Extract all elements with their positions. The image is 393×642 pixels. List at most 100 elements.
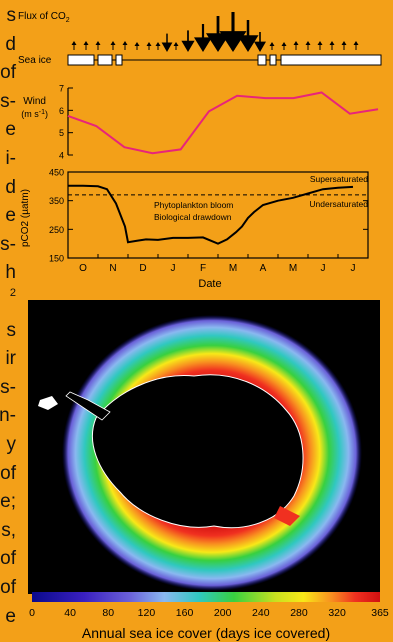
colorbar-tick-label: 0 bbox=[29, 607, 35, 619]
colorbar-label: Annual sea ice cover (days ice covered) bbox=[82, 625, 330, 641]
sea-ice-cover-map-panel: 0 40 80 120 160 200 240 280 320 365 Annual sea ic… bbox=[28, 300, 389, 641]
wind-axis-label-1: Wind bbox=[23, 96, 46, 107]
side-text-fragment: s bbox=[6, 5, 17, 26]
month-tick-label: N bbox=[109, 263, 116, 274]
colorbar-tick-label: 280 bbox=[290, 607, 308, 619]
side-text-fragment: d bbox=[5, 176, 16, 198]
sea-ice-block bbox=[115, 54, 123, 66]
pco2-tick-label: 150 bbox=[49, 254, 64, 264]
colorbar-tick-label: 160 bbox=[176, 607, 194, 619]
month-tick-label: D bbox=[139, 263, 146, 274]
flux-arrow bbox=[155, 42, 161, 50]
flux-arrow bbox=[305, 41, 311, 50]
bloom-label: Phytoplankton bloom bbox=[154, 200, 233, 210]
month-tick-label: M bbox=[229, 263, 237, 274]
side-text-column: s d of s-e i-d e s-h 2 s ir s-n-y of e; s, of of e bbox=[0, 0, 18, 642]
month-tick-label: M bbox=[289, 263, 297, 274]
flux-arrow bbox=[181, 30, 195, 52]
colorbar-tick-label: 120 bbox=[138, 607, 156, 619]
month-tick-label: J bbox=[321, 263, 326, 274]
date-axis-label: Date bbox=[198, 278, 221, 290]
colorbar-tick-label: 320 bbox=[328, 607, 346, 619]
sea-ice-block bbox=[67, 54, 95, 66]
flux-arrow bbox=[161, 33, 173, 52]
flux-arrow bbox=[173, 42, 179, 50]
side-text-fragment: e; bbox=[0, 491, 16, 513]
wind-tick-label: 5 bbox=[59, 128, 64, 138]
wind-tick-label: 4 bbox=[59, 151, 64, 161]
flux-arrow bbox=[110, 41, 116, 50]
flux-label: Flux of CO2 bbox=[18, 11, 70, 24]
sea-ice-label: Sea ice bbox=[18, 55, 52, 66]
side-text-fragment: s- bbox=[0, 90, 16, 112]
supersaturated-label: Supersaturated bbox=[310, 174, 368, 184]
pco2-axis-label: pCO2 (µatm) bbox=[20, 189, 31, 247]
flux-arrow bbox=[341, 41, 347, 50]
side-text-fragment: s- bbox=[0, 376, 16, 398]
pco2-tick-label: 450 bbox=[49, 168, 64, 178]
side-text-fragment: i- bbox=[5, 148, 16, 169]
side-text-fragment: s- bbox=[0, 233, 16, 255]
antarctica-landmass bbox=[92, 374, 304, 529]
flux-arrow bbox=[95, 41, 101, 50]
pco2-tick-label: 250 bbox=[49, 225, 64, 235]
flux-arrow bbox=[317, 41, 323, 50]
colorbar-tick-label: 40 bbox=[64, 607, 76, 619]
flux-arrow bbox=[146, 42, 152, 50]
side-text-fragment: of bbox=[0, 62, 16, 84]
flux-arrow bbox=[194, 24, 212, 52]
flux-arrow bbox=[293, 41, 299, 50]
sea-ice-bar bbox=[67, 54, 382, 66]
side-text-fragment: of bbox=[0, 577, 16, 598]
wind-axis: 4 5 6 7 bbox=[59, 84, 73, 161]
wind-axis-label-2: (m s-1) bbox=[21, 109, 48, 119]
side-text-fragment: y bbox=[6, 434, 17, 455]
side-text-fragment: e bbox=[5, 119, 16, 141]
antarctic-peninsula bbox=[65, 391, 111, 421]
sea-ice-block bbox=[269, 54, 277, 66]
co2-flux-arrows bbox=[71, 12, 359, 52]
side-text-fragment: ir bbox=[5, 348, 16, 370]
flux-arrow bbox=[329, 41, 335, 50]
wind-line bbox=[67, 91, 379, 155]
co2-wind-sea-ice-chart: Flux of CO2 Sea ice Wind (m s-1) 4 5 6 7 15… bbox=[18, 11, 382, 290]
side-text-fragment: e bbox=[5, 605, 16, 627]
sea-ice-block bbox=[280, 54, 382, 66]
colorbar-tick-label: 365 bbox=[371, 607, 389, 619]
colorbar-tick-label: 200 bbox=[214, 607, 232, 619]
flux-arrow bbox=[237, 20, 259, 52]
undersaturated-label: Undersaturated bbox=[309, 199, 368, 209]
flux-arrow bbox=[134, 42, 140, 50]
side-text-fragment: n- bbox=[0, 405, 16, 427]
sea-ice-block bbox=[97, 54, 113, 66]
flux-arrow bbox=[122, 41, 128, 50]
side-text-fragment: s bbox=[6, 319, 17, 341]
colorbar-tick-label: 240 bbox=[252, 607, 270, 619]
side-text-fragment: 2 bbox=[9, 287, 16, 299]
side-text-fragment: e bbox=[5, 205, 16, 227]
wind-tick-label: 7 bbox=[59, 84, 64, 94]
month-tick-label: A bbox=[260, 263, 267, 274]
side-text-fragment: h bbox=[5, 262, 16, 284]
south-america-tip bbox=[38, 396, 58, 410]
month-tick-label: J bbox=[171, 263, 176, 274]
pco2-line bbox=[68, 184, 354, 245]
flux-arrow bbox=[71, 41, 77, 50]
flux-arrow bbox=[353, 41, 359, 50]
ross-sea-polynya-edge bbox=[274, 506, 300, 526]
pco2-tick-label: 350 bbox=[49, 196, 64, 206]
colorbar bbox=[32, 592, 380, 602]
side-text-fragment: of bbox=[0, 548, 16, 570]
wind-tick-label: 6 bbox=[59, 106, 64, 116]
flux-arrow bbox=[269, 42, 275, 50]
colorbar-ticks: 0 40 80 120 160 200 240 280 320 365 bbox=[29, 607, 389, 619]
month-tick-label: O bbox=[79, 263, 87, 274]
month-tick-label: F bbox=[200, 263, 206, 274]
flux-arrow bbox=[254, 32, 266, 52]
colorbar-tick-label: 80 bbox=[102, 607, 114, 619]
flux-arrow bbox=[281, 42, 287, 50]
flux-arrow bbox=[83, 41, 89, 50]
month-tick-label: J bbox=[351, 263, 356, 274]
side-text-fragment: of bbox=[0, 462, 16, 484]
